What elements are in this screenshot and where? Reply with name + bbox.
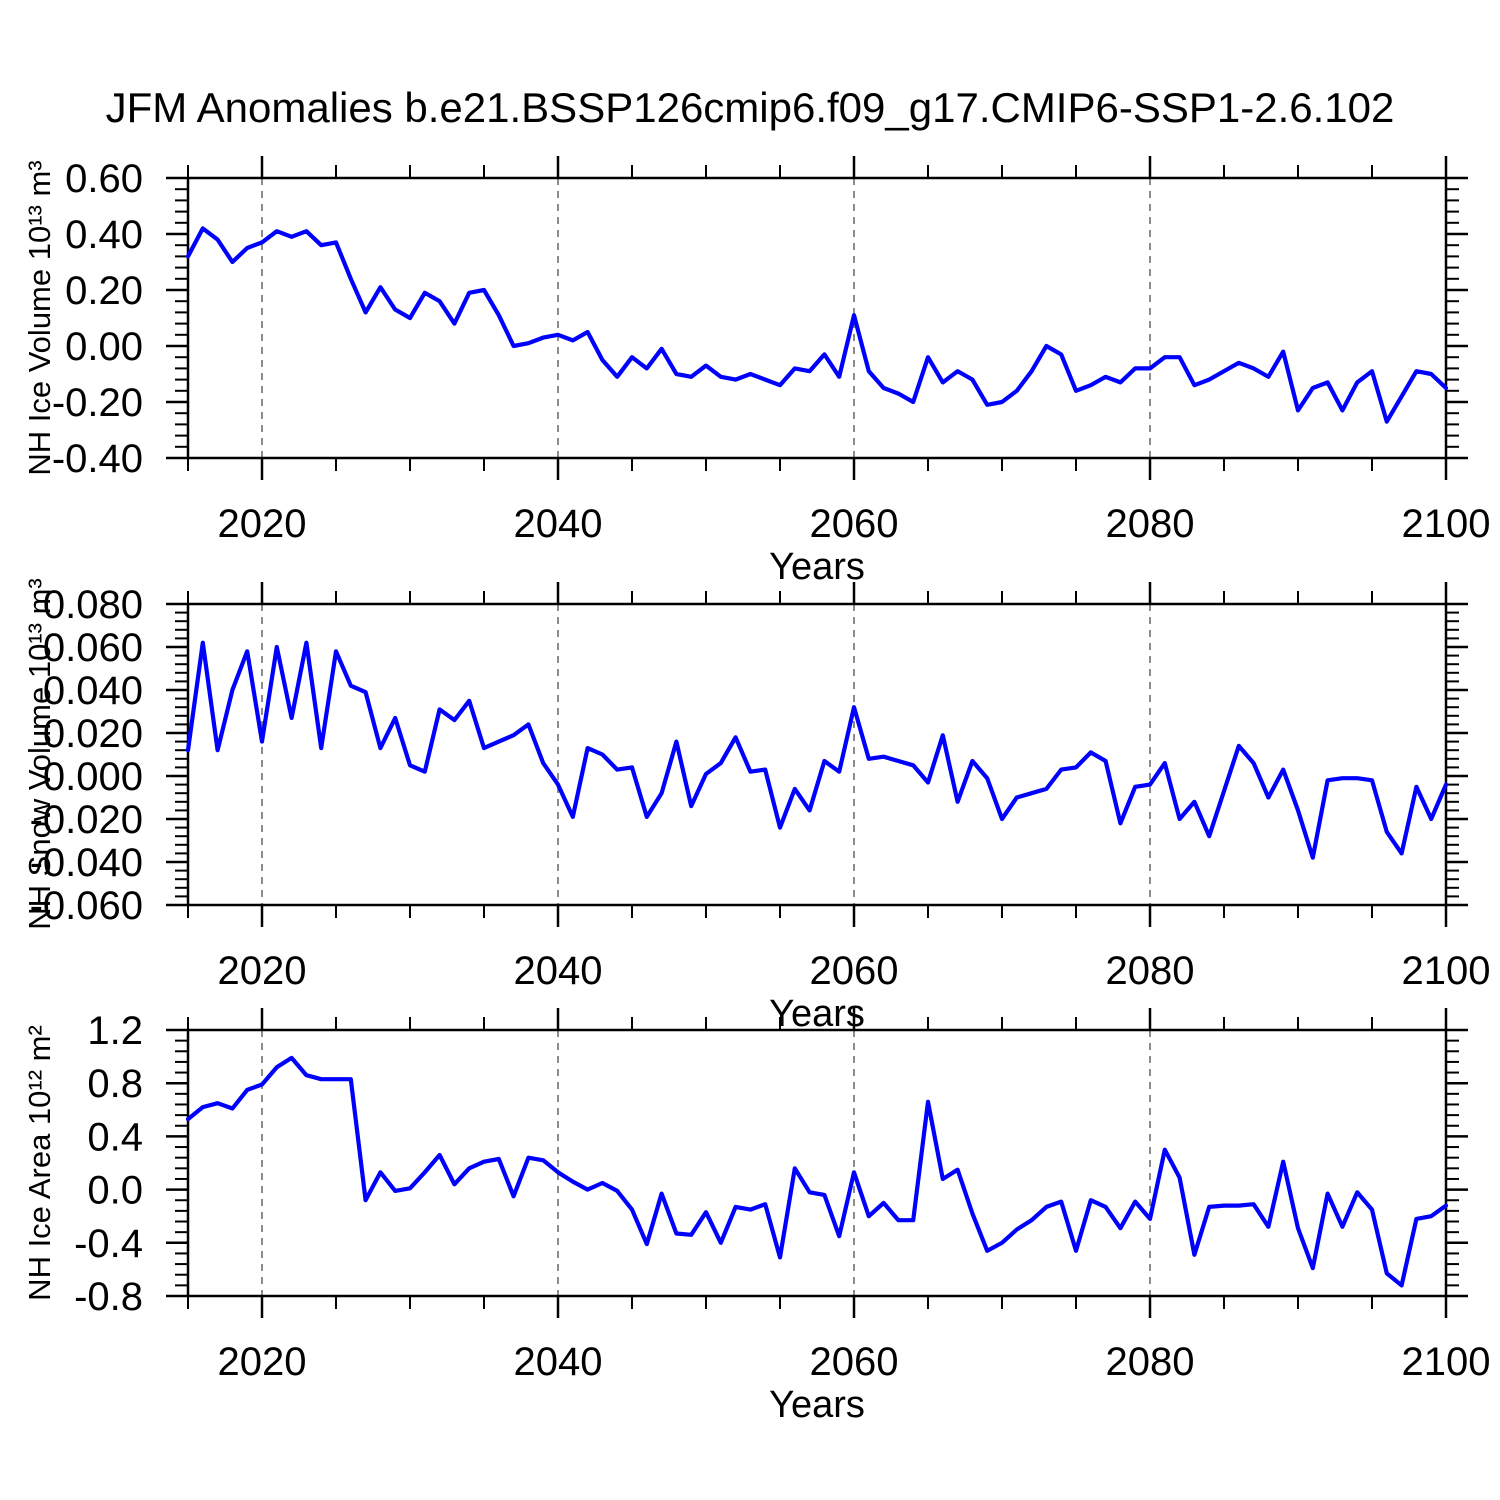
x-tick-label: 2060: [810, 949, 899, 993]
x-tick-label: 2060: [810, 1340, 899, 1384]
panel-2: 2020 2040 2060 2080 2100 0.0800.0600.0400.020…: [30, 582, 1491, 993]
y-tick-label: 0.000: [43, 755, 143, 799]
y-tick-label: 0.60: [65, 157, 143, 201]
data-line-panel-1: [185, 226, 1449, 424]
y-tick-label: 0.40: [65, 213, 143, 257]
panel1-x-axis-title: Years: [769, 546, 865, 588]
y-tick-label: 0.0: [87, 1169, 143, 1213]
x-tick-label: 2080: [1106, 1340, 1195, 1384]
x-tick-label: 2020: [218, 949, 307, 993]
x-tick-label: 2100: [1402, 1340, 1491, 1384]
y-tick-label: 0.040: [43, 669, 143, 713]
x-tick-label: 2020: [218, 502, 307, 546]
y-tick-label: -0.20: [52, 381, 143, 425]
panel3-x-axis-title: Years: [769, 1384, 865, 1426]
x-tick-label: 2040: [514, 949, 603, 993]
x-tick-label: 2080: [1106, 949, 1195, 993]
y-tick-label: 0.060: [43, 626, 143, 670]
y-tick-label: -0.020: [30, 798, 143, 842]
data-line-panel-3: [185, 1055, 1449, 1288]
data-line-panel-2: [185, 640, 1449, 860]
x-tick-label: 2060: [810, 502, 899, 546]
figure-title: JFM Anomalies b.e21.BSSP126cmip6.f09_g17…: [105, 84, 1395, 131]
plot-frame: [186, 1028, 1448, 1298]
x-tick-label: 2040: [514, 502, 603, 546]
panel1-y-axis-title: NH Ice Volume 10¹³ m³: [22, 160, 57, 476]
x-tick-label: 2040: [514, 1340, 603, 1384]
y-tick-label: 1.2: [87, 1009, 143, 1053]
panel2-y-axis-title: NH Snow Volume 10¹³ m³: [22, 578, 57, 930]
x-tick-label: 2100: [1402, 949, 1491, 993]
x-tick-label: 2080: [1106, 502, 1195, 546]
panel2-x-axis-title: Years: [769, 993, 865, 1035]
x-tick-label: 2020: [218, 1340, 307, 1384]
panel-1: 2020 2040 2060 2080 2100 0.60 0.40 0.20 0.00 -0.2…: [52, 156, 1491, 546]
y-tick-label: 0.20: [65, 269, 143, 313]
y-tick-label: 0.080: [43, 583, 143, 627]
panel3-y-axis-title: NH Ice Area 10¹² m²: [22, 1025, 57, 1301]
panel-3: 2020 2040 2060 2080 2100 1.2 0.8 0.4 0.0 -0.4 -0.8: [74, 1008, 1490, 1384]
x-tick-label: 2100: [1402, 502, 1491, 546]
y-tick-label: 0.8: [87, 1062, 143, 1106]
y-tick-label: -0.060: [30, 884, 143, 928]
plot-frame: [186, 602, 1448, 907]
y-tick-label: -0.40: [52, 437, 143, 481]
y-tick-label: 0.020: [43, 712, 143, 756]
y-tick-label: 0.4: [87, 1115, 143, 1159]
plot-frame: [186, 176, 1448, 460]
y-tick-label: -0.040: [30, 841, 143, 885]
y-tick-label: -0.4: [74, 1222, 143, 1266]
y-tick-label: 0.00: [65, 325, 143, 369]
y-tick-label: -0.8: [74, 1275, 143, 1319]
